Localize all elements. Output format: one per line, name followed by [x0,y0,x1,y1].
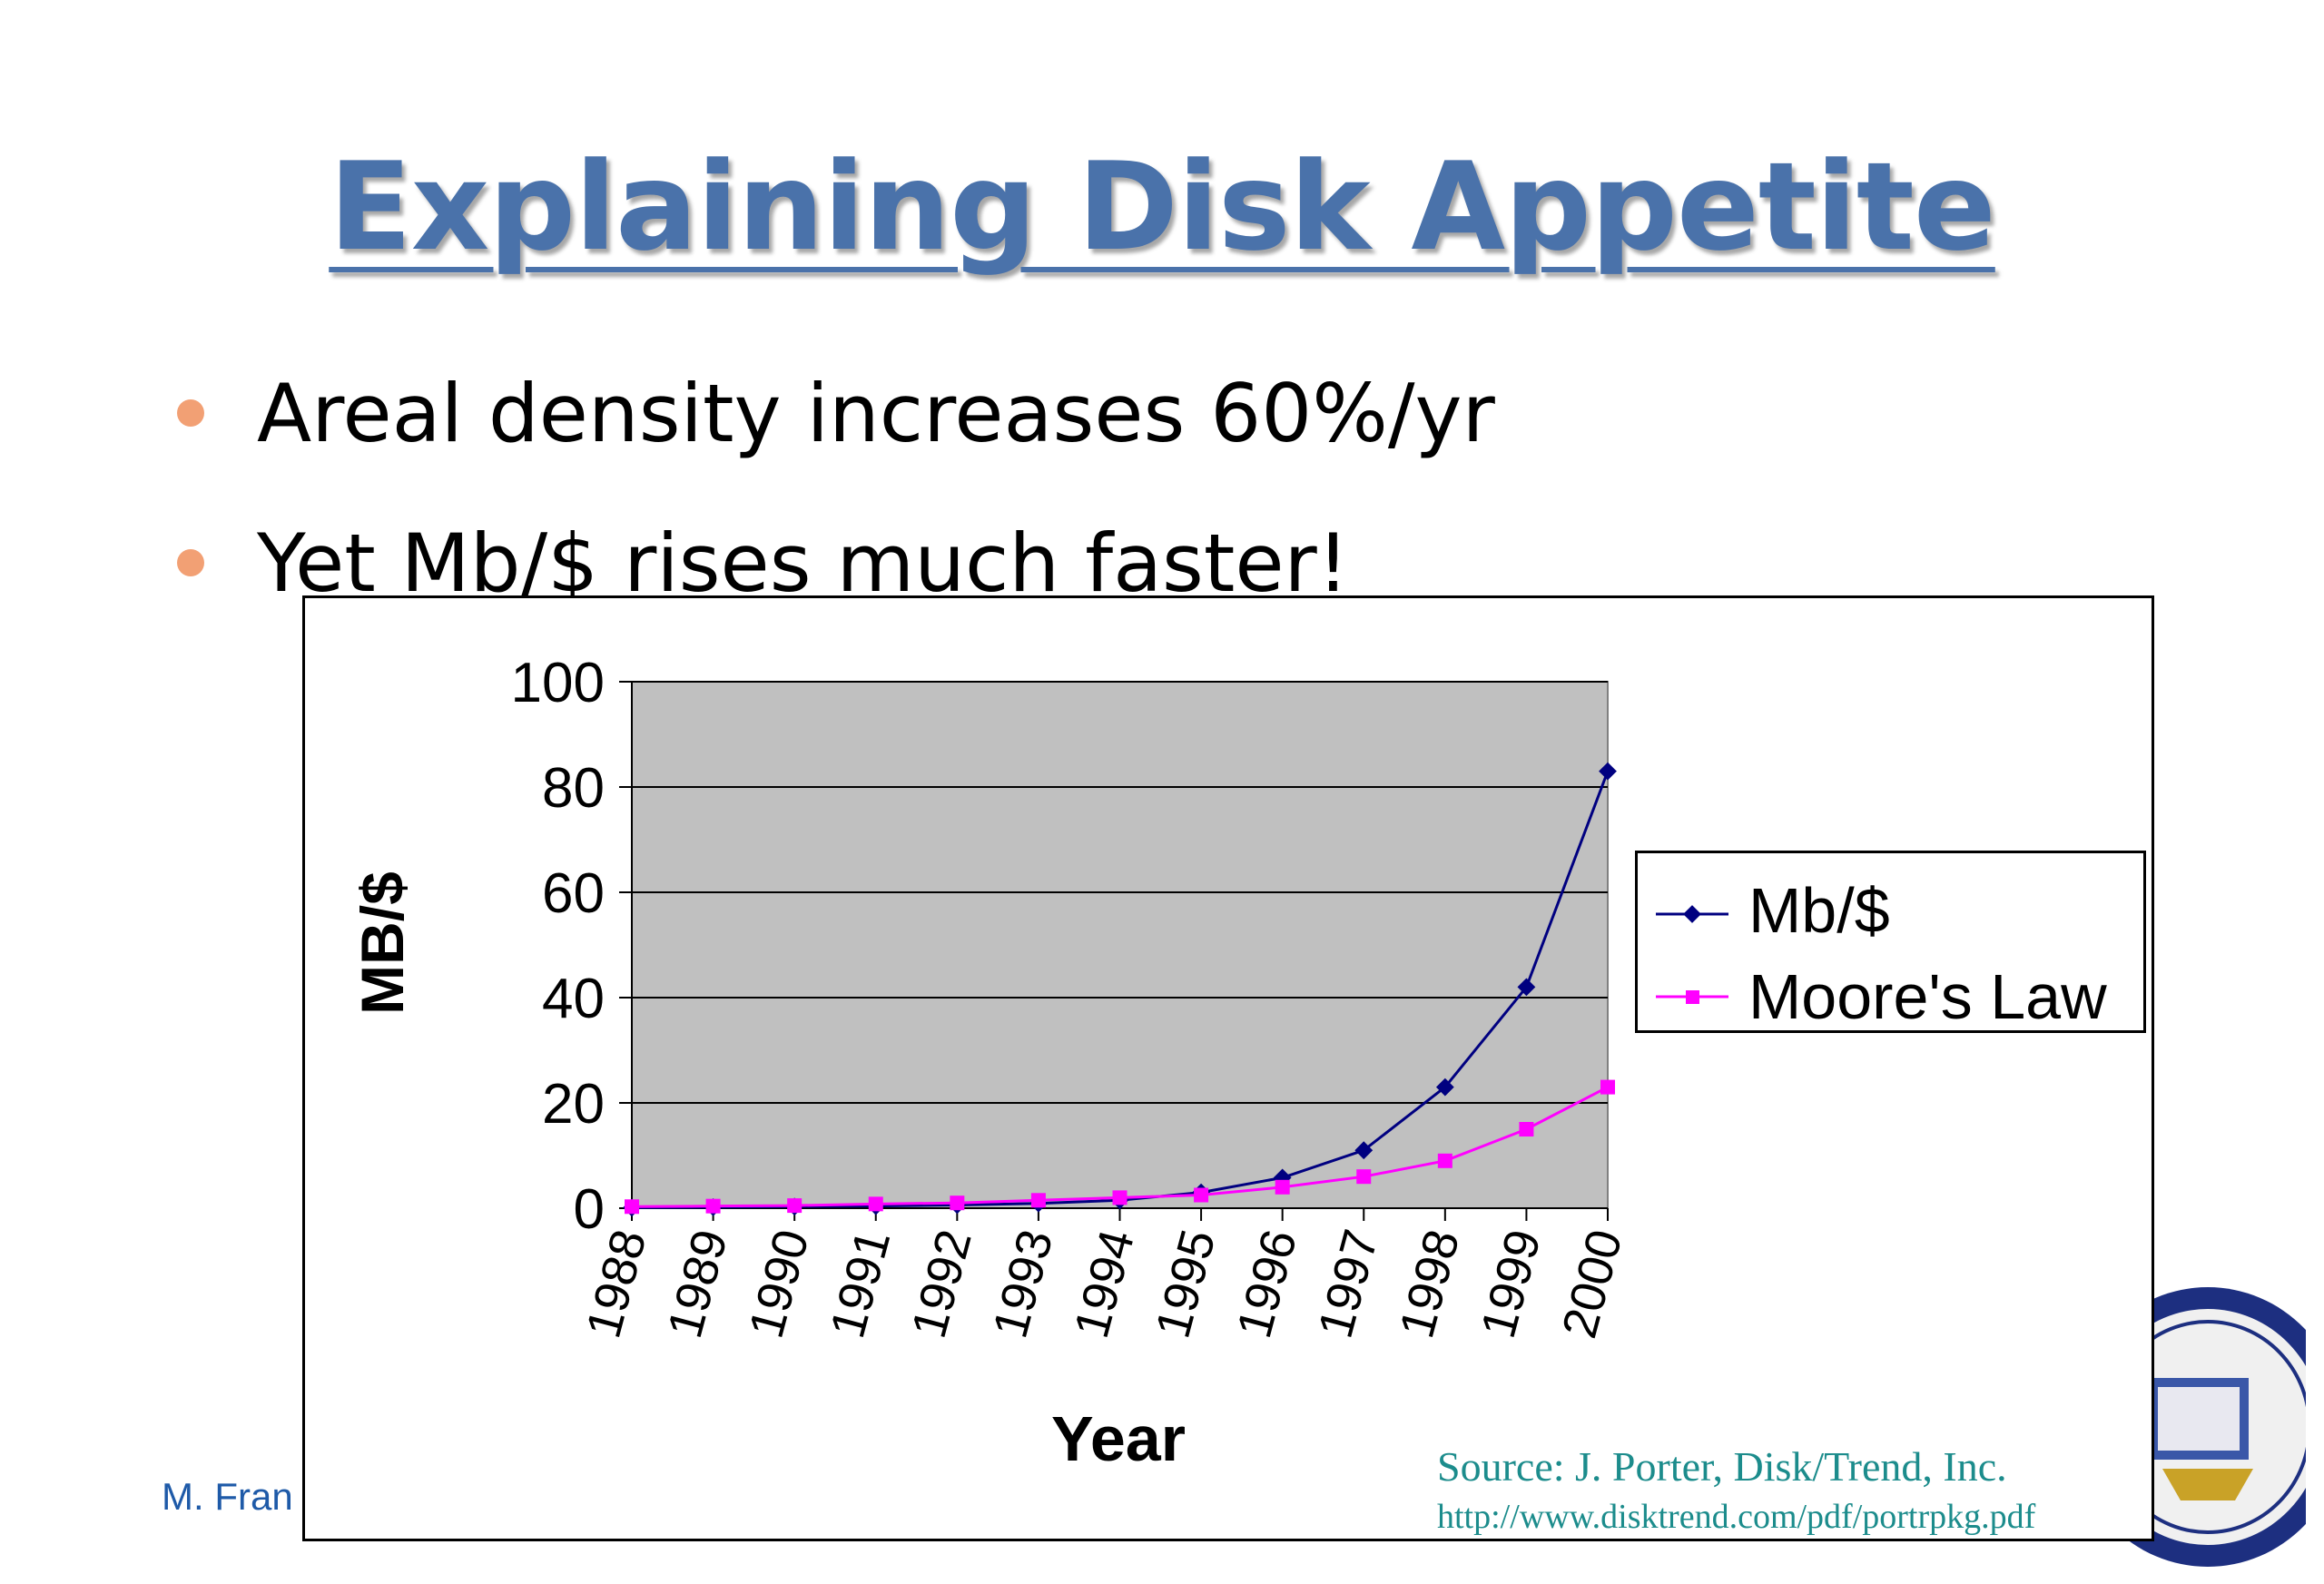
source-url-link[interactable]: http://www.disktrend.com/pdf/portrpkg.pd… [1437,1498,2036,1536]
data-point-moore [950,1195,965,1211]
data-point-mb [1354,1141,1374,1160]
legend-swatch-mb [1656,905,1728,923]
data-point-moore [787,1198,803,1214]
data-point-moore [625,1199,639,1215]
bullet-text: Yet Mb/$ rises much faster! [257,516,1349,610]
y-tick-label: 40 [542,968,605,1030]
data-point-moore [1600,1079,1615,1095]
y-tick-label: 80 [542,757,605,820]
x-tick-label: 1995 [1146,1225,1226,1344]
bullet-dot-icon [177,549,204,576]
bullet-text: Areal density increases 60%/yr [257,366,1495,460]
data-point-moore [1356,1169,1372,1185]
data-point-moore [868,1196,883,1212]
legend-label: Moore's Law [1748,961,2107,1032]
legend-swatch-moore [1656,990,1728,1004]
data-point-moore [1194,1187,1209,1203]
y-axis-title: MB/$ [349,871,416,1015]
data-point-moore [705,1198,721,1214]
legend-item: Moore's Law [1638,953,2149,1035]
legend-item: Mb/$ [1638,867,2149,949]
data-point-moore [1030,1193,1046,1208]
data-point-mb [1435,1077,1454,1097]
slide-title: Explaining Disk Appetite [329,136,1996,278]
y-tick-label: 100 [511,652,605,714]
source-citation: Source: J. Porter, Disk/Trend, Inc. [1437,1443,2007,1490]
x-axis-title: Year [1051,1403,1186,1474]
chart-legend: Mb/$ Moore's Law [1635,851,2146,1033]
bullet-dot-icon [177,399,204,427]
y-tick-label: 60 [542,862,605,925]
legend-label: Mb/$ [1748,875,1890,946]
x-tick-label: 1990 [739,1225,820,1344]
x-tick-label: 1999 [1471,1225,1551,1344]
x-tick-label: 1996 [1226,1225,1307,1344]
x-tick-label: 1989 [657,1225,738,1344]
line-chart: 0 20 40 60 80 100 1988 1989 1990 1991 1992 1993 1994… [349,652,1633,1474]
data-point-moore [1112,1190,1128,1205]
bullet-item: Areal density increases 60%/yr [177,363,1495,463]
x-tick-label: 1993 [982,1225,1063,1344]
x-tick-label: 1991 [820,1225,901,1344]
x-tick-label: 2000 [1552,1225,1633,1344]
x-tick-label: 1998 [1389,1225,1470,1344]
y-tick-label: 0 [574,1178,605,1241]
x-tick-label: 1992 [901,1225,982,1344]
data-point-moore [1275,1179,1290,1195]
data-point-mb [1517,978,1536,997]
plot-area [631,681,1609,1209]
x-tick-label: 1997 [1308,1225,1389,1344]
footer-author: M. Fran [162,1475,293,1518]
data-point-moore [1519,1122,1534,1136]
bullet-item: Yet Mb/$ rises much faster! [177,513,1349,613]
data-point-moore [1437,1153,1452,1168]
data-point-mb [1599,762,1617,781]
x-tick-label: 1994 [1064,1225,1145,1344]
x-tick-label: 1988 [576,1225,657,1344]
chart-container: 0 20 40 60 80 100 1988 1989 1990 1991 1992 1993 1994… [302,595,2154,1541]
y-tick-label: 20 [542,1073,605,1136]
